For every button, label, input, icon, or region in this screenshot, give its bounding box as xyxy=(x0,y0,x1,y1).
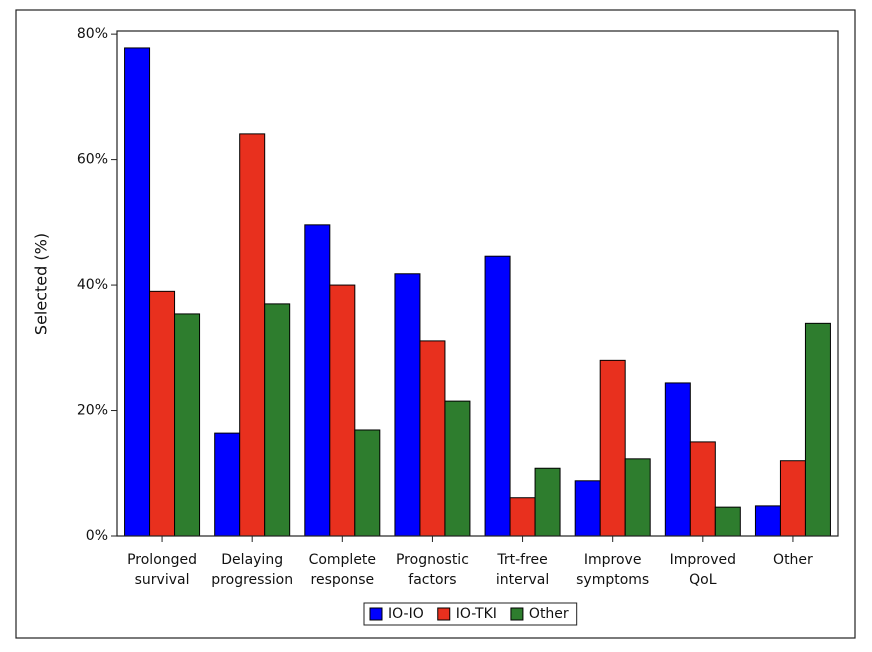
plot-frame xyxy=(116,30,839,537)
bar xyxy=(149,290,176,537)
legend-swatch xyxy=(437,607,451,621)
bar xyxy=(574,480,601,537)
bar xyxy=(124,47,151,537)
bar xyxy=(444,400,471,537)
y-tick-label: 40% xyxy=(77,277,108,293)
y-tick-label: 20% xyxy=(77,403,108,419)
bar xyxy=(304,224,331,537)
bar xyxy=(214,432,241,537)
bar xyxy=(599,359,626,537)
x-tick-label: interval xyxy=(496,572,549,588)
bar xyxy=(329,284,356,537)
x-tick-label: Delaying xyxy=(221,552,283,568)
y-tick-label: 0% xyxy=(86,528,108,544)
x-tick-label: factors xyxy=(408,572,456,588)
x-tick-label: progression xyxy=(211,572,293,588)
bar xyxy=(779,460,806,537)
bar xyxy=(754,505,781,537)
legend-swatch xyxy=(510,607,524,621)
bar xyxy=(419,340,446,537)
bar xyxy=(354,429,381,537)
legend-label: IO-IO xyxy=(388,606,424,622)
x-tick-label: survival xyxy=(135,572,190,588)
x-tick-label: response xyxy=(311,572,375,588)
x-tick-label: Other xyxy=(773,552,813,568)
legend-box xyxy=(363,602,578,626)
bar xyxy=(804,322,831,537)
legend-swatch xyxy=(369,607,383,621)
bar xyxy=(484,255,511,537)
bar xyxy=(664,382,691,537)
outer-frame xyxy=(15,9,856,639)
x-tick-label: Trt-free xyxy=(496,552,547,568)
bar xyxy=(624,458,651,537)
bar xyxy=(239,133,266,537)
x-tick-label: Improved xyxy=(670,552,736,568)
x-tick-label: Improve xyxy=(584,552,642,568)
bar xyxy=(394,273,421,537)
y-tick-label: 60% xyxy=(77,152,108,168)
x-tick-label: QoL xyxy=(689,572,717,588)
x-tick-label: Complete xyxy=(309,552,376,568)
bar xyxy=(509,497,536,537)
y-tick-label: 80% xyxy=(77,26,108,42)
bar xyxy=(534,467,561,537)
bar xyxy=(174,313,201,537)
bar xyxy=(264,303,291,537)
x-tick-label: Prolonged xyxy=(127,552,197,568)
y-axis-label: Selected (%) xyxy=(32,233,51,335)
legend-label: IO-TKI xyxy=(456,606,497,622)
bar xyxy=(689,441,716,537)
bar xyxy=(714,506,741,537)
x-tick-label: Prognostic xyxy=(396,552,469,568)
legend-label: Other xyxy=(529,606,569,622)
x-tick-label: symptoms xyxy=(576,572,649,588)
